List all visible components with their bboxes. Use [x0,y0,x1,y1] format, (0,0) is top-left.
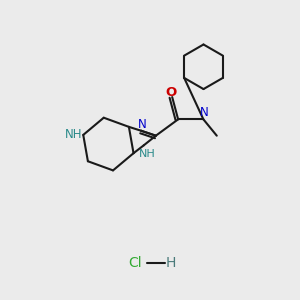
Text: NH: NH [65,128,82,141]
Text: Cl: Cl [128,256,142,270]
Text: N: N [138,118,147,131]
Text: O: O [165,86,176,99]
Text: H: H [166,256,176,270]
Text: N: N [200,106,209,119]
Text: NH: NH [139,149,156,159]
